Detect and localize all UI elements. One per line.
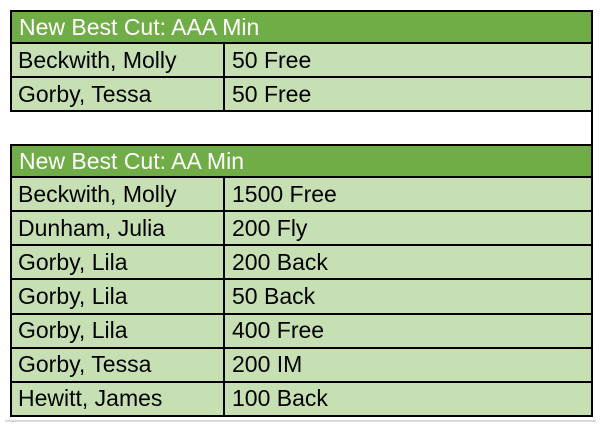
athlete-name-cell[interactable]: Hewitt, James [12, 382, 225, 415]
table-row: Gorby, Lila 50 Back [12, 278, 591, 313]
cut-table-aa-min: New Best Cut: AA Min Beckwith, Molly 150… [10, 144, 593, 417]
event-cell[interactable]: 200 Back [232, 248, 328, 275]
table-row: Dunham, Julia 200 Fly [12, 210, 591, 245]
athlete-name-cell[interactable]: Gorby, Lila [12, 280, 225, 313]
table-row: Gorby, Tessa 50 Free [12, 76, 591, 110]
athlete-name-cell[interactable]: Gorby, Lila [12, 314, 225, 347]
table-row: Beckwith, Molly 50 Free [12, 44, 591, 76]
event-cell[interactable]: 200 IM [232, 351, 303, 378]
event-cell[interactable]: 50 Free [232, 80, 312, 107]
event-cell[interactable]: 400 Free [232, 317, 325, 344]
athlete-name-cell[interactable]: Gorby, Tessa [12, 348, 225, 381]
event-cell[interactable]: 50 Free [232, 46, 312, 73]
event-cell[interactable]: 50 Back [232, 282, 316, 309]
athlete-name-cell[interactable]: Beckwith, Molly [12, 44, 225, 76]
athlete-name-cell[interactable]: Gorby, Lila [12, 246, 225, 279]
cut-table-aaa-min: New Best Cut: AAA Min Beckwith, Molly 50… [10, 10, 593, 112]
table-row: Beckwith, Molly 1500 Free [12, 178, 591, 211]
table-title-cell-aaa-min[interactable]: New Best Cut: AAA Min [12, 12, 591, 44]
athlete-name-cell[interactable]: Beckwith, Molly [12, 178, 225, 211]
event-cell[interactable]: 200 Fly [232, 214, 308, 241]
table-row: Hewitt, James 100 Back [12, 380, 591, 415]
table-title-cell-aa-min[interactable]: New Best Cut: AA Min [12, 146, 591, 178]
event-cell[interactable]: 1500 Free [232, 180, 337, 207]
event-cell[interactable]: 100 Back [232, 385, 328, 412]
table-row: Gorby, Lila 200 Back [12, 244, 591, 279]
athlete-name-cell[interactable]: Dunham, Julia [12, 212, 225, 245]
table-shadow-line [5, 420, 596, 422]
gap-right-border [591, 112, 593, 144]
table-row: Gorby, Tessa 200 IM [12, 346, 591, 381]
athlete-name-cell[interactable]: Gorby, Tessa [12, 78, 225, 110]
table-row: Gorby, Lila 400 Free [12, 312, 591, 347]
